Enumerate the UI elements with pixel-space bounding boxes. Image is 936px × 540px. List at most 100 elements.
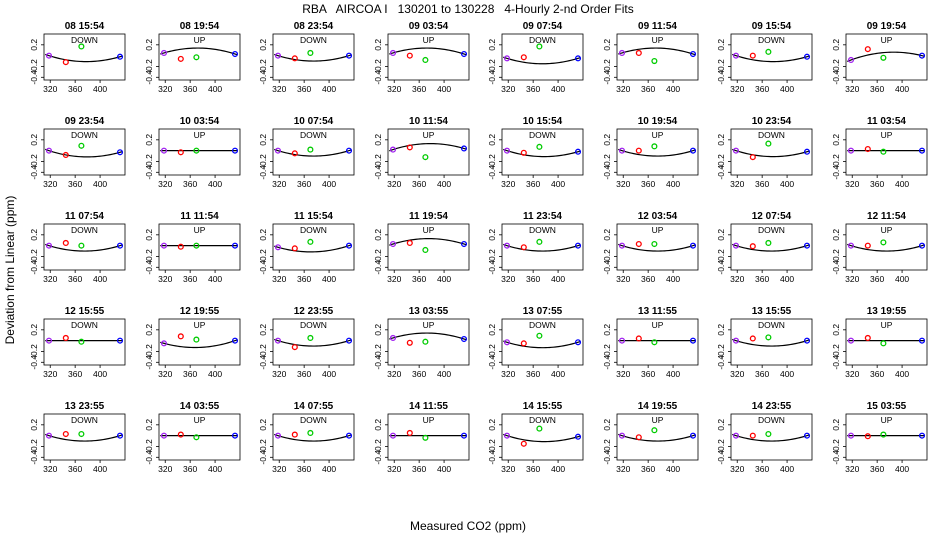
direction-label: DOWN (300, 35, 327, 45)
y-tick-label: 0.2 (258, 229, 268, 241)
x-tick-label: 400 (780, 274, 794, 284)
panel-frame (158, 318, 241, 366)
data-point-high-std (803, 337, 811, 344)
data-point-mid-std-2 (880, 148, 887, 155)
data-point-high-std (460, 240, 468, 248)
panel: 09 03:54 UP 320 360 400 -0.4-0.2 0.2 (373, 21, 470, 94)
x-tick-label: 320 (387, 84, 401, 94)
x-tick-label: 320 (272, 179, 286, 189)
data-point-mid-std-1 (62, 239, 69, 246)
direction-label: DOWN (71, 320, 98, 330)
y-tick-label: -0.2 (831, 344, 841, 359)
data-point-high-std (345, 147, 353, 154)
direction-label: UP (881, 130, 893, 140)
fit-curve (732, 338, 810, 347)
x-tick-label: 360 (412, 179, 426, 189)
data-point-high-std (689, 50, 697, 58)
fit-curve (160, 339, 238, 349)
direction-label: DOWN (529, 320, 556, 330)
y-tick-label: -0.4 (29, 70, 39, 85)
x-tick-label: 400 (322, 274, 336, 284)
y-tick-label: -0.2 (831, 439, 841, 454)
panel-title: 08 15:54 (65, 21, 105, 32)
fit-curve (389, 142, 467, 152)
y-tick-label: -0.2 (29, 154, 39, 169)
x-tick-label: 400 (437, 84, 451, 94)
direction-label: UP (881, 35, 893, 45)
data-point-mid-std-2 (307, 238, 314, 245)
y-tick-label: 0.2 (831, 134, 841, 146)
data-point-mid-std-1 (520, 54, 527, 61)
panel-frame (845, 318, 928, 366)
x-tick-label: 400 (666, 464, 680, 474)
direction-label: DOWN (758, 130, 785, 140)
data-point-low-std (732, 432, 740, 439)
panel-title: 13 07:55 (523, 306, 563, 317)
data-point-high-std (574, 433, 582, 440)
data-point-mid-std-2 (651, 143, 658, 150)
data-point-low-std (732, 147, 740, 154)
direction-label: DOWN (529, 130, 556, 140)
x-tick-label: 360 (68, 84, 82, 94)
data-point-high-std (116, 149, 124, 156)
panel: 13 15:55 DOWN 320 360 400 -0.4-0.2 0.2 (716, 306, 813, 379)
x-tick-label: 360 (526, 179, 540, 189)
fit-curve (732, 243, 810, 252)
panel-frame (387, 128, 470, 176)
panel: 09 19:54 UP 320 360 400 -0.4-0.2 0.2 (831, 21, 928, 94)
panel-title: 09 19:54 (867, 21, 907, 32)
y-tick-label: -0.4 (487, 260, 497, 275)
x-tick-label: 400 (780, 179, 794, 189)
data-point-high-std (345, 52, 353, 59)
direction-label: UP (194, 225, 206, 235)
panel-frame (501, 223, 584, 271)
y-tick-label: -0.2 (144, 249, 154, 264)
data-point-low-std (45, 242, 53, 249)
panel-frame (501, 128, 584, 176)
data-point-low-std (274, 337, 282, 344)
data-point-mid-std-2 (78, 242, 85, 249)
direction-label: UP (423, 225, 435, 235)
direction-label: UP (881, 415, 893, 425)
fit-curve (274, 338, 352, 347)
panel-title: 10 03:54 (180, 116, 220, 127)
y-tick-label: -0.2 (144, 154, 154, 169)
panel: 12 15:55 DOWN 320 360 400 -0.4-0.2 0.2 (29, 306, 126, 379)
fit-curve (503, 340, 581, 349)
data-point-low-std (618, 432, 626, 439)
direction-label: UP (194, 35, 206, 45)
panel-title: 14 03:55 (180, 401, 220, 412)
x-tick-label: 400 (895, 274, 909, 284)
panel: 13 07:55 DOWN 320 360 400 -0.4-0.2 0.2 (487, 306, 584, 379)
y-tick-label: -0.2 (487, 344, 497, 359)
y-tick-label: -0.2 (487, 59, 497, 74)
panel-title: 10 23:54 (752, 116, 792, 127)
x-tick-label: 360 (641, 179, 655, 189)
x-axis-label: Measured CO2 (ppm) (409, 519, 527, 533)
panel-title: 11 15:54 (294, 211, 333, 222)
x-tick-label: 360 (412, 84, 426, 94)
data-point-mid-std-2 (880, 239, 887, 246)
data-point-mid-std-2 (193, 54, 200, 61)
panel-frame (845, 128, 928, 176)
y-tick-label: 0.2 (258, 39, 268, 51)
data-point-mid-std-1 (749, 243, 756, 250)
y-tick-label: -0.4 (29, 355, 39, 370)
data-point-low-std (503, 147, 511, 154)
panel: 13 03:55 UP 320 360 400 -0.4-0.2 0.2 (373, 306, 470, 379)
x-tick-label: 400 (551, 274, 565, 284)
data-point-high-std (918, 432, 926, 439)
direction-label: UP (423, 320, 435, 330)
x-tick-label: 360 (641, 464, 655, 474)
y-tick-label: -0.2 (258, 154, 268, 169)
y-tick-label: 0.2 (144, 229, 154, 241)
x-tick-label: 400 (666, 274, 680, 284)
y-tick-label: -0.2 (716, 344, 726, 359)
data-point-high-std (460, 335, 468, 343)
data-point-low-std (503, 339, 511, 346)
x-tick-label: 400 (93, 274, 107, 284)
x-tick-label: 320 (272, 369, 286, 379)
panel: 12 23:55 DOWN 320 360 400 -0.4-0.2 0.2 (258, 306, 355, 379)
panel: 13 19:55 UP 320 360 400 -0.4-0.2 0.2 (831, 306, 928, 379)
y-tick-label: -0.2 (831, 154, 841, 169)
